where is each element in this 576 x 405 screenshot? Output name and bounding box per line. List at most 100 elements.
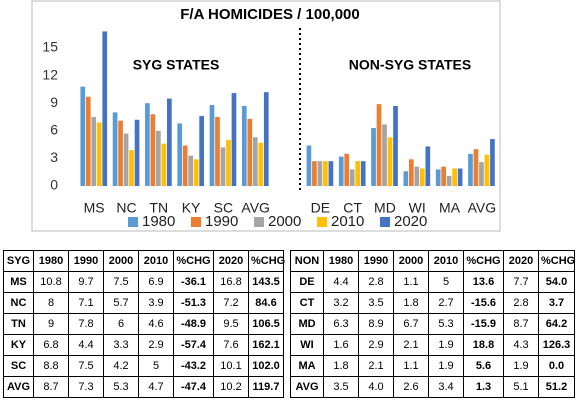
table-cell: 7.5 xyxy=(103,271,139,293)
table-cell: 10.2 xyxy=(213,376,249,398)
bar xyxy=(252,137,258,186)
table-row: SC 8.8 7.5 4.2 5 -43.2 10.1 102.0 xyxy=(3,355,284,377)
table-cell: 4.2 xyxy=(103,355,139,377)
chart-title: F/A HOMICIDES / 100,000 xyxy=(180,6,360,23)
legend-swatch xyxy=(128,217,138,227)
table-cell: 126.3 xyxy=(538,334,575,356)
table-cell: 2.9 xyxy=(358,334,394,356)
bar xyxy=(490,139,495,186)
bar xyxy=(80,86,86,186)
table-row: CT 3.2 3.5 1.8 2.7 -15.6 2.8 3.7 xyxy=(290,292,575,314)
bar xyxy=(193,159,199,186)
table-cell: 1.3 xyxy=(463,376,504,398)
table-cell: 9 xyxy=(33,313,69,335)
table-cell: 5.3 xyxy=(428,313,464,335)
table-cell: 2.1 xyxy=(358,355,394,377)
table-cell: %CHG xyxy=(463,250,504,272)
legend-swatch xyxy=(191,217,201,227)
table-cell: 8 xyxy=(33,292,69,314)
table-cell: 2.7 xyxy=(428,292,464,314)
table-cell: -36.1 xyxy=(173,271,214,293)
table-cell: 6.9 xyxy=(138,271,174,293)
bar xyxy=(129,150,134,186)
annotation: NON-SYG STATES xyxy=(349,57,471,73)
bar xyxy=(220,147,226,186)
x-tick-label: SC xyxy=(214,200,233,216)
bar xyxy=(484,154,490,186)
bar xyxy=(226,140,231,186)
bar xyxy=(382,124,387,186)
table-cell: 6.7 xyxy=(393,313,429,335)
table-cell: 10.1 xyxy=(213,355,249,377)
table-cell: 6.8 xyxy=(33,334,69,356)
table-cell: 162.1 xyxy=(248,334,284,356)
bar xyxy=(441,166,446,186)
table-cell: 1.1 xyxy=(393,271,429,293)
table-cell: 51.2 xyxy=(538,376,575,398)
table-cell: 10.8 xyxy=(33,271,69,293)
bar xyxy=(112,112,118,186)
table-cell: 1.9 xyxy=(428,355,464,377)
table: SYG 1980 1990 2000 2010 %CHG 2020 %CHG MS 10.8 9.7… xyxy=(3,250,285,398)
chart: F/A HOMICIDES / 100,000 SYG STATES NON-S… xyxy=(31,0,501,232)
table-cell: 2.8 xyxy=(358,271,394,293)
bar xyxy=(231,93,237,186)
table-row: SYG 1980 1990 2000 2010 %CHG 2020 %CHG xyxy=(3,250,285,272)
table-cell: 1.8 xyxy=(393,292,429,314)
x-tick-label: DE xyxy=(311,200,330,216)
table-cell: 3.2 xyxy=(323,292,359,314)
bar xyxy=(414,166,420,186)
bar xyxy=(247,118,253,186)
table-cell: -15.9 xyxy=(463,313,504,335)
x-tick-label: TN xyxy=(149,200,168,216)
table-cell: 106.5 xyxy=(248,313,284,335)
table-cell: MS xyxy=(3,271,34,293)
x-tick-label: MA xyxy=(439,200,461,216)
table-cell: -48.9 xyxy=(173,313,214,335)
bar xyxy=(85,96,91,186)
table-cell: 5.1 xyxy=(503,376,539,398)
table-cell: 16.8 xyxy=(213,271,249,293)
bar xyxy=(177,123,183,186)
table-cell: MD xyxy=(290,313,324,335)
x-tick-label: CT xyxy=(343,200,362,216)
table-cell: 64.2 xyxy=(538,313,575,335)
table-cell: 7.1 xyxy=(68,292,104,314)
table-cell: 1.9 xyxy=(428,334,464,356)
table-row: AVG 3.5 4.0 2.6 3.4 1.3 5.1 51.2 xyxy=(290,376,575,398)
bar xyxy=(118,120,123,186)
bar xyxy=(376,104,382,186)
table-cell: 1.6 xyxy=(323,334,359,356)
table-cell: -47.4 xyxy=(173,376,214,398)
table-cell: 4.4 xyxy=(68,334,104,356)
bar xyxy=(317,161,323,186)
table-cell: 1.9 xyxy=(503,355,539,377)
bar xyxy=(145,103,150,186)
table-cell: 13.6 xyxy=(463,271,504,293)
bar xyxy=(102,31,108,186)
table-cell: 1.8 xyxy=(323,355,359,377)
bar xyxy=(161,143,167,186)
bar xyxy=(457,168,463,186)
bar xyxy=(263,92,269,186)
bar xyxy=(167,98,172,186)
legend-label: 2000 xyxy=(268,213,301,230)
table-cell: 8.7 xyxy=(33,376,69,398)
table-cell: -57.4 xyxy=(173,334,214,356)
table-cell: 7.8 xyxy=(68,313,104,335)
bar xyxy=(408,159,414,186)
table-cell: 4.0 xyxy=(358,376,394,398)
bar xyxy=(349,169,355,186)
y-tick-label: 3 xyxy=(50,149,58,165)
bar xyxy=(156,130,161,186)
bar xyxy=(338,156,344,186)
table-row: TN 9 7.8 6 4.6 -48.9 9.5 106.5 xyxy=(3,313,284,335)
legend-label: 1980 xyxy=(142,213,175,230)
table-row: NC 8 7.1 5.7 3.9 -51.3 7.2 84.6 xyxy=(3,292,284,314)
table-cell: 3.3 xyxy=(103,334,139,356)
table-cell: %CHG xyxy=(248,250,285,272)
table-cell: 2.8 xyxy=(503,292,539,314)
table-cell: 1990 xyxy=(68,250,104,272)
y-tick-label: 9 xyxy=(50,94,58,110)
